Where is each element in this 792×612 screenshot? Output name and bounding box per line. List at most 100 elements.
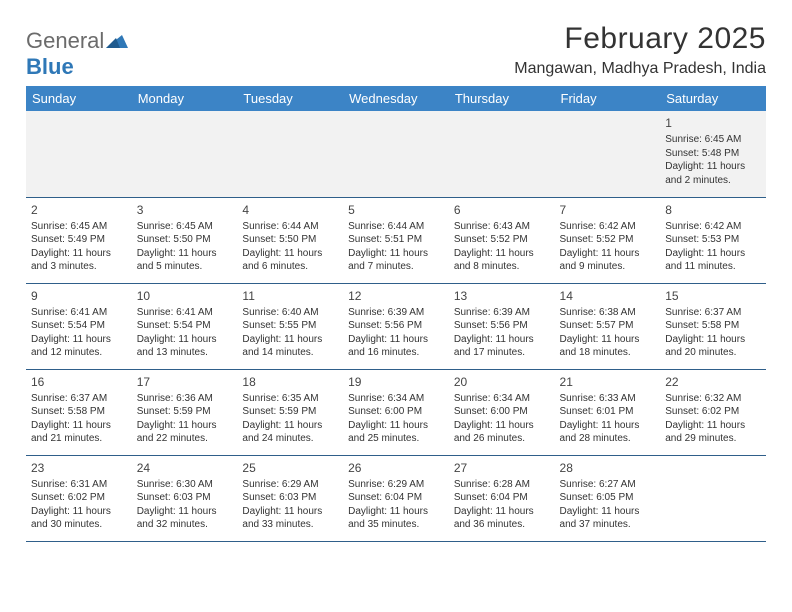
day-header: Sunday <box>26 86 132 111</box>
sunset-line: Sunset: 6:02 PM <box>665 405 761 419</box>
daylight-line: Daylight: 11 hours and 2 minutes. <box>665 160 761 187</box>
day-number: 9 <box>31 288 127 304</box>
sunrise-line: Sunrise: 6:35 AM <box>242 392 338 406</box>
sunrise-line: Sunrise: 6:29 AM <box>242 478 338 492</box>
sunrise-line: Sunrise: 6:39 AM <box>348 306 444 320</box>
day-number: 7 <box>560 202 656 218</box>
sunrise-line: Sunrise: 6:45 AM <box>137 220 233 234</box>
day-number: 24 <box>137 460 233 476</box>
calendar-day-cell: 10Sunrise: 6:41 AMSunset: 5:54 PMDayligh… <box>132 283 238 369</box>
logo: General Blue <box>26 28 128 80</box>
daylight-line: Daylight: 11 hours and 29 minutes. <box>665 419 761 446</box>
daylight-line: Daylight: 11 hours and 3 minutes. <box>31 247 127 274</box>
day-number: 3 <box>137 202 233 218</box>
day-number: 18 <box>242 374 338 390</box>
calendar-day-cell: 18Sunrise: 6:35 AMSunset: 5:59 PMDayligh… <box>237 369 343 455</box>
day-number: 26 <box>348 460 444 476</box>
day-number: 13 <box>454 288 550 304</box>
daylight-line: Daylight: 11 hours and 21 minutes. <box>31 419 127 446</box>
calendar-blank-cell <box>660 455 766 541</box>
day-number: 14 <box>560 288 656 304</box>
day-number: 15 <box>665 288 761 304</box>
daylight-line: Daylight: 11 hours and 18 minutes. <box>560 333 656 360</box>
sunrise-line: Sunrise: 6:32 AM <box>665 392 761 406</box>
day-number: 20 <box>454 374 550 390</box>
calendar-week-row: 9Sunrise: 6:41 AMSunset: 5:54 PMDaylight… <box>26 283 766 369</box>
calendar-week-row: 23Sunrise: 6:31 AMSunset: 6:02 PMDayligh… <box>26 455 766 541</box>
sunset-line: Sunset: 5:54 PM <box>137 319 233 333</box>
logo-word1: General <box>26 28 104 53</box>
daylight-line: Daylight: 11 hours and 6 minutes. <box>242 247 338 274</box>
calendar-day-cell: 23Sunrise: 6:31 AMSunset: 6:02 PMDayligh… <box>26 455 132 541</box>
sunset-line: Sunset: 5:50 PM <box>137 233 233 247</box>
calendar-day-cell: 21Sunrise: 6:33 AMSunset: 6:01 PMDayligh… <box>555 369 661 455</box>
month-title: February 2025 <box>514 22 766 56</box>
calendar-blank-cell <box>237 111 343 197</box>
day-number: 8 <box>665 202 761 218</box>
sunrise-line: Sunrise: 6:34 AM <box>454 392 550 406</box>
sunset-line: Sunset: 5:52 PM <box>454 233 550 247</box>
calendar-header-row: SundayMondayTuesdayWednesdayThursdayFrid… <box>26 86 766 111</box>
daylight-line: Daylight: 11 hours and 16 minutes. <box>348 333 444 360</box>
daylight-line: Daylight: 11 hours and 35 minutes. <box>348 505 444 532</box>
day-header: Monday <box>132 86 238 111</box>
day-header: Thursday <box>449 86 555 111</box>
sunset-line: Sunset: 6:03 PM <box>137 491 233 505</box>
calendar-blank-cell <box>132 111 238 197</box>
sunset-line: Sunset: 5:52 PM <box>560 233 656 247</box>
daylight-line: Daylight: 11 hours and 12 minutes. <box>31 333 127 360</box>
day-header: Friday <box>555 86 661 111</box>
sunset-line: Sunset: 5:54 PM <box>31 319 127 333</box>
calendar-day-cell: 28Sunrise: 6:27 AMSunset: 6:05 PMDayligh… <box>555 455 661 541</box>
day-number: 17 <box>137 374 233 390</box>
calendar-day-cell: 25Sunrise: 6:29 AMSunset: 6:03 PMDayligh… <box>237 455 343 541</box>
calendar-day-cell: 4Sunrise: 6:44 AMSunset: 5:50 PMDaylight… <box>237 197 343 283</box>
sunrise-line: Sunrise: 6:41 AM <box>31 306 127 320</box>
calendar-blank-cell <box>449 111 555 197</box>
calendar-week-row: 16Sunrise: 6:37 AMSunset: 5:58 PMDayligh… <box>26 369 766 455</box>
sunset-line: Sunset: 5:51 PM <box>348 233 444 247</box>
sunset-line: Sunset: 5:53 PM <box>665 233 761 247</box>
sunset-line: Sunset: 6:02 PM <box>31 491 127 505</box>
calendar-day-cell: 13Sunrise: 6:39 AMSunset: 5:56 PMDayligh… <box>449 283 555 369</box>
sunrise-line: Sunrise: 6:27 AM <box>560 478 656 492</box>
day-header: Tuesday <box>237 86 343 111</box>
sunrise-line: Sunrise: 6:41 AM <box>137 306 233 320</box>
calendar-day-cell: 27Sunrise: 6:28 AMSunset: 6:04 PMDayligh… <box>449 455 555 541</box>
daylight-line: Daylight: 11 hours and 36 minutes. <box>454 505 550 532</box>
daylight-line: Daylight: 11 hours and 37 minutes. <box>560 505 656 532</box>
day-number: 22 <box>665 374 761 390</box>
day-header: Saturday <box>660 86 766 111</box>
daylight-line: Daylight: 11 hours and 20 minutes. <box>665 333 761 360</box>
calendar-day-cell: 5Sunrise: 6:44 AMSunset: 5:51 PMDaylight… <box>343 197 449 283</box>
daylight-line: Daylight: 11 hours and 9 minutes. <box>560 247 656 274</box>
sunrise-line: Sunrise: 6:45 AM <box>665 133 761 147</box>
sunset-line: Sunset: 6:03 PM <box>242 491 338 505</box>
sunrise-line: Sunrise: 6:42 AM <box>665 220 761 234</box>
day-number: 12 <box>348 288 444 304</box>
calendar-day-cell: 8Sunrise: 6:42 AMSunset: 5:53 PMDaylight… <box>660 197 766 283</box>
sunset-line: Sunset: 5:50 PM <box>242 233 338 247</box>
day-number: 1 <box>665 115 761 131</box>
daylight-line: Daylight: 11 hours and 24 minutes. <box>242 419 338 446</box>
calendar-day-cell: 17Sunrise: 6:36 AMSunset: 5:59 PMDayligh… <box>132 369 238 455</box>
calendar-day-cell: 16Sunrise: 6:37 AMSunset: 5:58 PMDayligh… <box>26 369 132 455</box>
daylight-line: Daylight: 11 hours and 8 minutes. <box>454 247 550 274</box>
day-number: 5 <box>348 202 444 218</box>
calendar-day-cell: 26Sunrise: 6:29 AMSunset: 6:04 PMDayligh… <box>343 455 449 541</box>
daylight-line: Daylight: 11 hours and 30 minutes. <box>31 505 127 532</box>
day-number: 21 <box>560 374 656 390</box>
sunset-line: Sunset: 6:01 PM <box>560 405 656 419</box>
sunset-line: Sunset: 5:58 PM <box>665 319 761 333</box>
logo-word2: Blue <box>26 54 74 79</box>
sunset-line: Sunset: 6:04 PM <box>348 491 444 505</box>
daylight-line: Daylight: 11 hours and 14 minutes. <box>242 333 338 360</box>
sunset-line: Sunset: 5:58 PM <box>31 405 127 419</box>
calendar-blank-cell <box>26 111 132 197</box>
calendar-blank-cell <box>343 111 449 197</box>
sunset-line: Sunset: 5:57 PM <box>560 319 656 333</box>
calendar-day-cell: 3Sunrise: 6:45 AMSunset: 5:50 PMDaylight… <box>132 197 238 283</box>
sunrise-line: Sunrise: 6:37 AM <box>31 392 127 406</box>
sunrise-line: Sunrise: 6:31 AM <box>31 478 127 492</box>
day-number: 4 <box>242 202 338 218</box>
